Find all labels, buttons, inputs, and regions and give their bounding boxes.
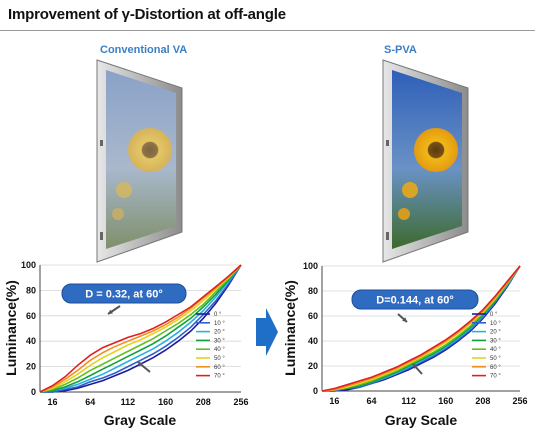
legend-entry: 20 ° [490,330,501,336]
legend-entry: 0 ° [214,312,222,318]
series-line [39,264,242,393]
legend-entry: 10 ° [214,321,225,327]
callout-arrowhead [402,317,407,322]
y-tick-label: 0 [31,387,36,397]
y-tick-label: 40 [26,336,36,346]
callout-arrowhead [138,362,143,367]
callout-arrowhead [413,364,418,369]
monitor-photo-conventional-va [96,59,183,263]
x-tick-label: 16 [329,396,339,406]
legend-entry: 30 ° [214,338,225,344]
distortion-callout [351,289,479,310]
y-tick-label: 80 [308,286,318,296]
x-axis-label: Gray Scale [104,412,177,428]
legend-entry: 20 ° [214,330,225,336]
x-tick-label: 256 [512,396,527,406]
series-line [321,265,521,392]
chart-conventional-va: 16 64 112 160 208 256 0 20 40 60 80 100 Gray Scale Lu… [3,260,249,428]
legend-entry: 50 ° [214,356,225,362]
sunflower-icon [128,128,172,172]
callout-arrowhead [108,309,113,314]
legend-entry: 40 ° [214,347,225,353]
x-tick-label: 64 [85,397,95,407]
x-tick-label: 112 [401,396,416,406]
series-line [39,264,242,393]
page-title: Improvement of γ-Distortion at off-angle [8,6,286,23]
x-tick-label: 64 [366,396,376,406]
title-divider [0,30,535,31]
x-tick-label: 160 [158,397,173,407]
legend-entry: 30 ° [490,338,501,344]
series-line [321,265,521,392]
right-arrow-icon [256,308,278,356]
legend-entry: 40 ° [490,347,501,353]
y-tick-label: 100 [21,260,36,270]
x-tick-label: 16 [48,397,58,407]
y-tick-label: 60 [308,311,318,321]
series-line [321,265,521,392]
y-tick-label: 20 [26,362,36,372]
y-tick-label: 40 [308,336,318,346]
legend-entry: 10 ° [490,321,501,327]
conventional-va-label: Conventional VA [100,44,188,56]
series-line [39,264,242,393]
legend-entry: 60 ° [490,365,501,371]
x-tick-label: 208 [475,396,490,406]
series-line [39,264,242,393]
s-pva-label: S-PVA [384,44,417,56]
series-line [39,264,242,393]
series-line [322,265,521,392]
distortion-callout-text: D=0.144, at 60° [376,295,453,307]
x-tick-label: 160 [438,396,453,406]
x-tick-label: 256 [233,397,248,407]
series-line [39,264,242,393]
y-tick-label: 100 [303,261,318,271]
legend-entry: 0 ° [490,312,498,318]
y-tick-label: 60 [26,311,36,321]
x-tick-label: 208 [196,397,211,407]
series-line [321,265,521,392]
x-tick-label: 112 [121,397,136,407]
y-tick-label: 20 [308,361,318,371]
y-axis-label: Luminance(%) [282,280,298,376]
y-tick-label: 0 [313,386,318,396]
series-line [40,264,242,393]
monitor-photo-s-pva [382,59,469,263]
x-axis-label: Gray Scale [385,412,458,428]
series-line [321,265,521,392]
legend-entry: 60 ° [214,365,225,371]
distortion-callout-text: D = 0.32, at 60° [85,289,162,301]
y-tick-label: 80 [26,285,36,295]
legend-entry: 70 ° [490,374,501,380]
legend-entry: 70 ° [214,374,225,380]
chart-s-pva: 16 64 112 160 208 256 0 20 40 60 80 100 Gray Scale Lu… [282,261,528,428]
distortion-callout [61,283,187,304]
y-axis-label: Luminance(%) [3,280,19,376]
sunflower-icon [414,128,458,172]
legend-entry: 50 ° [490,356,501,362]
